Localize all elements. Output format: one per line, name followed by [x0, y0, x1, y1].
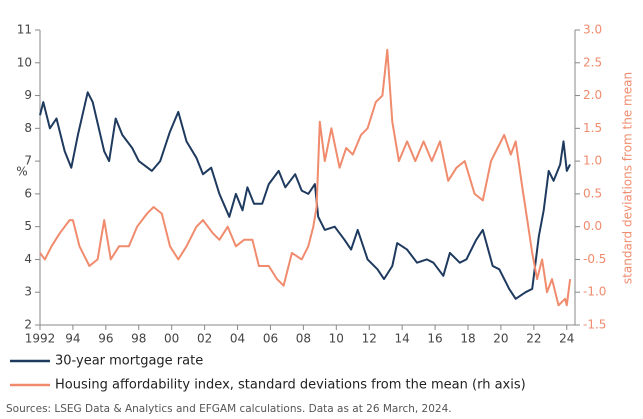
- y-tick-label: 5: [24, 219, 32, 233]
- y-axis-label: %: [16, 165, 27, 179]
- x-tick-label: 12: [362, 332, 377, 346]
- series-line: [39, 48, 572, 307]
- x-tick-label: 00: [164, 332, 179, 346]
- y2-tick-label: 3.0: [583, 23, 602, 37]
- y2-tick-label: 0.5: [583, 186, 602, 200]
- y2-tick-label: -0.5: [583, 252, 606, 266]
- x-tick-label: 16: [427, 332, 442, 346]
- y-tick-label: 7: [24, 154, 32, 168]
- x-tick-label: 94: [65, 332, 80, 346]
- series-line: [39, 91, 571, 300]
- x-tick-label: 14: [395, 332, 410, 346]
- x-tick-label: 22: [526, 332, 541, 346]
- y2-tick-label: 2.0: [583, 88, 602, 102]
- legend-label: Housing affordability index, standard de…: [55, 378, 526, 393]
- x-tick-label: 04: [230, 332, 245, 346]
- y2-tick-label: -1.0: [583, 285, 606, 299]
- x-tick-label: 06: [263, 332, 278, 346]
- x-tick-label: 10: [329, 332, 344, 346]
- y2-tick-label: 0.0: [583, 219, 602, 233]
- y2-tick-label: 2.5: [583, 55, 602, 69]
- x-tick-label: 02: [197, 332, 212, 346]
- legend-label: 30-year mortgage rate: [55, 354, 203, 369]
- x-tick-label: 18: [460, 332, 475, 346]
- y2-tick-label: 1.0: [583, 154, 602, 168]
- x-tick-label: 24: [559, 332, 574, 346]
- y-tick-label: 2: [24, 318, 32, 332]
- x-tick-label: 20: [493, 332, 508, 346]
- y2-axis-label: standard deviations from the mean: [621, 72, 635, 284]
- y-tick-label: 8: [24, 121, 32, 135]
- y-tick-label: 4: [24, 252, 32, 266]
- source-note: Sources: LSEG Data & Analytics and EFGAM…: [6, 403, 452, 415]
- y2-tick-label: 1.5: [583, 121, 602, 135]
- x-tick-label: 08: [296, 332, 311, 346]
- y-tick-label: 10: [17, 55, 32, 69]
- y-tick-label: 3: [24, 285, 32, 299]
- y-tick-label: 6: [24, 186, 32, 200]
- y-tick-label: 11: [17, 23, 32, 37]
- x-tick-label: 98: [131, 332, 146, 346]
- x-tick-label: 96: [98, 332, 113, 346]
- y-tick-label: 9: [24, 88, 32, 102]
- y2-tick-label: -1.5: [583, 318, 606, 332]
- x-tick-label: 1992: [25, 332, 56, 346]
